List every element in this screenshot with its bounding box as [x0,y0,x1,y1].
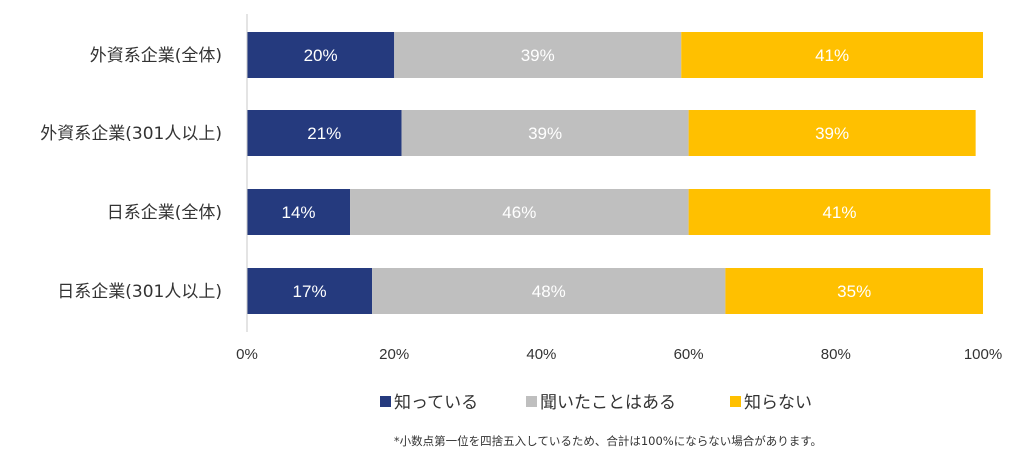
data-label: 39% [521,46,555,65]
legend-label: 知っている [394,393,478,413]
x-axis-ticks: 0% 20% 40% 60% 80% 100% [236,346,1002,363]
bar-segment [394,32,682,78]
category-label: 日系企業(全体) [107,203,222,223]
bar-segment [247,189,351,235]
bar-segment [247,268,373,314]
x-tick-label: 60% [674,346,704,363]
bar-segment [350,189,689,235]
legend: 知っている 聞いたことはある 知らない [380,393,812,413]
bar-segment [401,110,689,156]
bar-segment [247,32,395,78]
data-label: 46% [502,203,536,222]
category-label: 外資系企業(301人以上) [40,124,222,144]
legend-label: 聞いたことはある [540,393,676,413]
bar-segment [681,32,983,78]
data-label: 41% [815,46,849,65]
data-label: 41% [822,203,856,222]
category-labels: 外資系企業(全体) 外資系企業(301人以上) 日系企業(全体) 日系企業(301人以… [40,46,222,302]
x-tick-label: 20% [379,346,409,363]
data-label: 48% [532,282,566,301]
x-tick-label: 100% [964,346,1002,363]
legend-swatch [380,396,391,407]
data-label: 21% [307,124,341,143]
legend-swatch [526,396,537,407]
data-label: 17% [293,282,327,301]
x-tick-label: 80% [821,346,851,363]
x-tick-label: 0% [236,346,258,363]
legend-label: 知らない [744,393,812,413]
bar-segment [688,110,976,156]
bar-segment [725,268,983,314]
data-label: 20% [304,46,338,65]
bar-segment [247,110,402,156]
bar-segment [372,268,726,314]
data-label: 39% [528,124,562,143]
bar-segment [688,189,991,235]
data-label: 35% [837,282,871,301]
data-label: 14% [282,203,316,222]
legend-swatch [730,396,741,407]
bars-group: 20% 39% 41% 21% 39% 39% 14% 46% 41% 17% 48% 35% [247,32,991,314]
category-label: 日系企業(301人以上) [57,282,222,302]
footnote: *小数点第一位を四捨五入しているため、合計は100%にならない場合があります。 [394,434,822,448]
data-label: 39% [815,124,849,143]
category-label: 外資系企業(全体) [90,46,222,66]
x-tick-label: 40% [526,346,556,363]
